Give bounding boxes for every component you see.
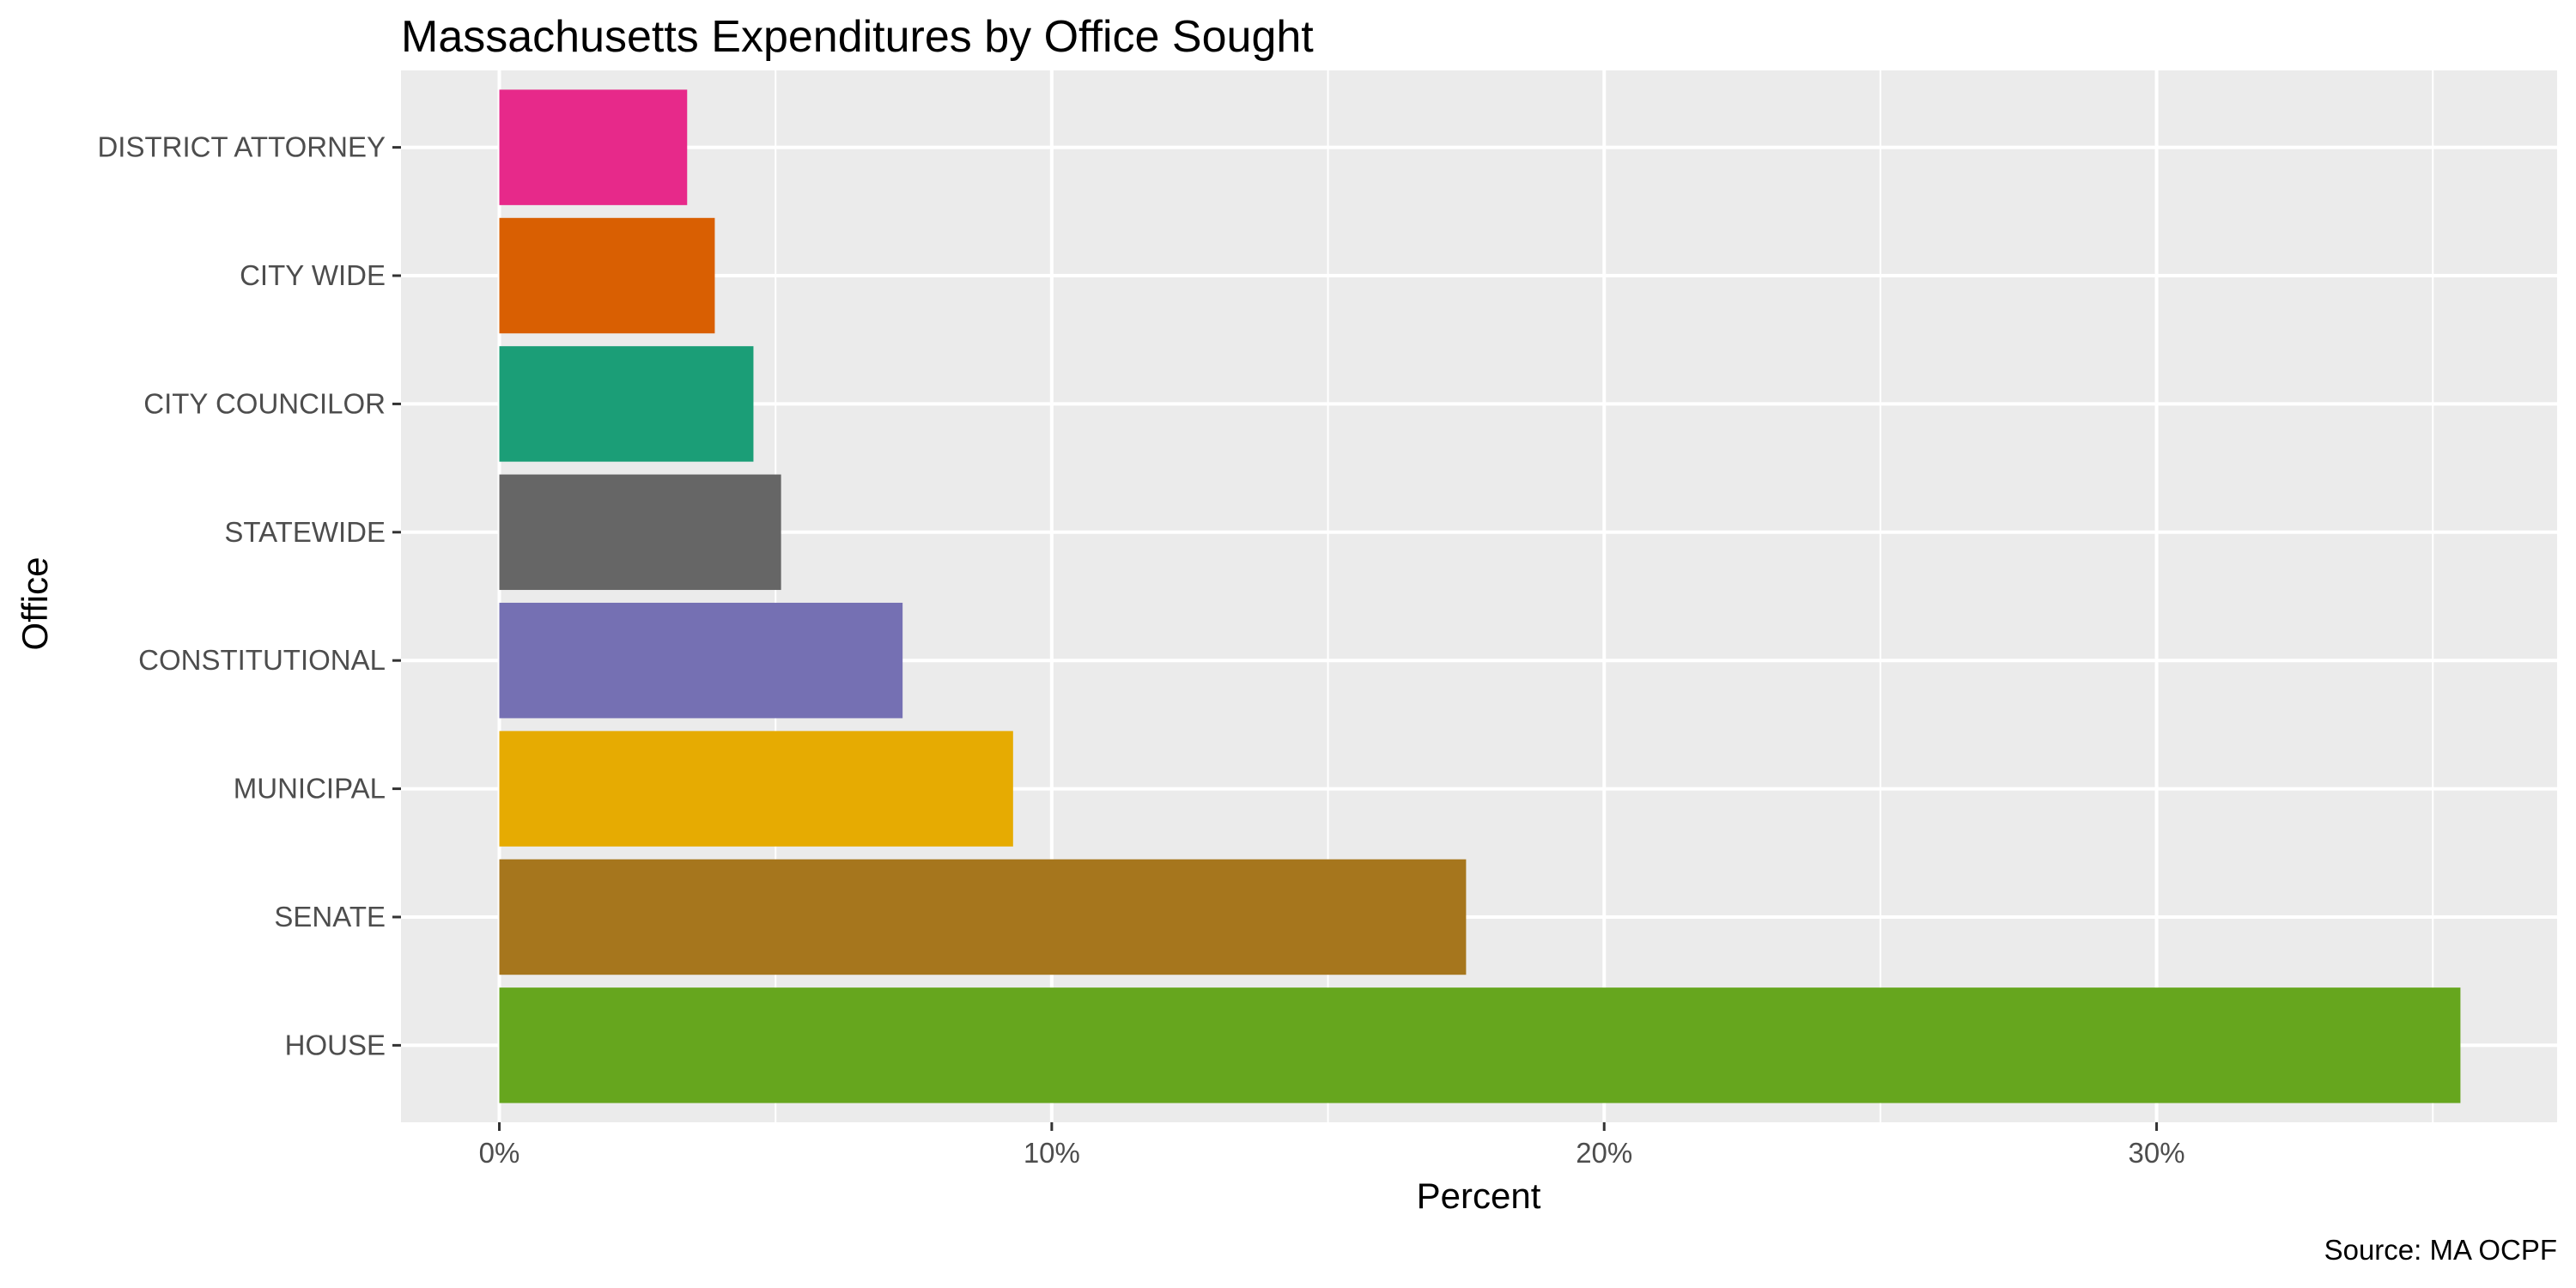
bar-city-wide [499, 217, 715, 334]
chart-title: Massachusetts Expenditures by Office Sou… [401, 12, 1314, 62]
x-tick-label: 10% [1024, 1137, 1080, 1169]
y-axis-title: Office [15, 557, 55, 651]
y-tick-label: CONSTITUTIONAL [138, 644, 386, 676]
bar-senate [499, 859, 1467, 975]
x-axis-title: Percent [1417, 1176, 1541, 1216]
chart-caption: Source: MA OCPF [2324, 1234, 2557, 1266]
y-tick-label: HOUSE [285, 1029, 386, 1060]
x-tick-label: 0% [479, 1137, 520, 1169]
bar-constitutional [499, 602, 903, 719]
y-tick-label: CITY WIDE [240, 259, 386, 291]
bar-city-councilor [499, 346, 754, 462]
bar-statewide [499, 474, 781, 591]
bars [499, 89, 2461, 1103]
x-tick-label: 20% [1576, 1137, 1632, 1169]
bar-district-attorney [499, 89, 688, 205]
bar-house [499, 987, 2461, 1103]
y-axis: HOUSE SENATE MUNICIPAL CONSTITUTIONAL STATEW… [97, 131, 401, 1060]
x-tick-label: 30% [2129, 1137, 2185, 1169]
y-tick-label: STATEWIDE [224, 516, 386, 548]
x-axis: 0% 10% 20% 30% [479, 1122, 2185, 1169]
bar-municipal [499, 731, 1013, 847]
y-tick-label: MUNICIPAL [234, 773, 386, 805]
y-tick-label: CITY COUNCILOR [143, 387, 386, 419]
y-tick-label: SENATE [274, 901, 386, 933]
y-tick-label: DISTRICT ATTORNEY [97, 131, 386, 163]
